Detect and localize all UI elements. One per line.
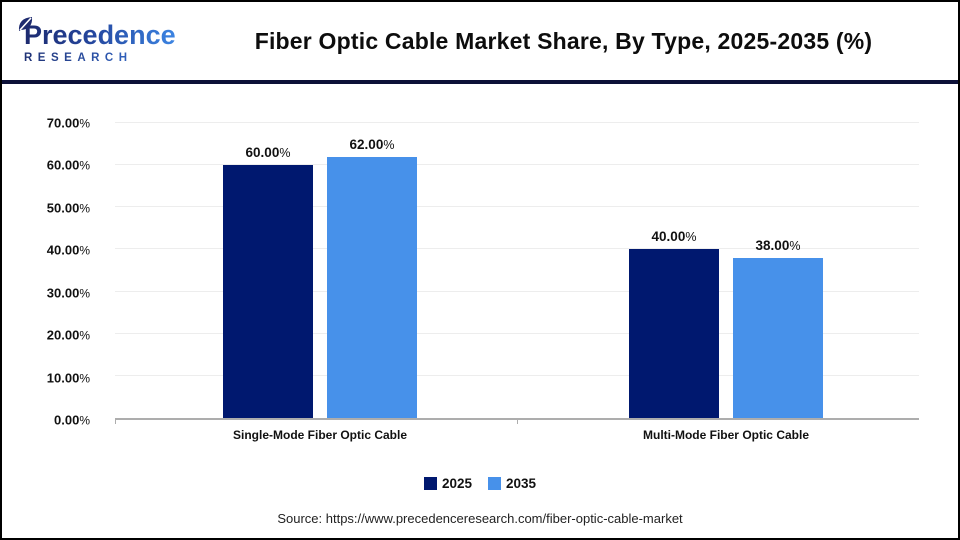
y-tick-label: 70.00% xyxy=(46,115,90,131)
gridline xyxy=(115,248,919,250)
bar-2025-1: 40.00% xyxy=(629,229,719,418)
y-tick-label: 30.00% xyxy=(46,285,90,301)
gridline xyxy=(115,332,919,334)
chart-region: 0.00% 10.00% 20.00% 30.00% 40.00% 50.00% 60.00… xyxy=(2,84,958,536)
bar-2025-0: 60.00% xyxy=(223,145,313,418)
bar-group-1: 40.00% 38.00% xyxy=(629,123,823,418)
gridline xyxy=(115,374,919,376)
gridline xyxy=(115,164,919,166)
legend-item-2035: 2035 xyxy=(488,476,536,491)
x-axis-tick xyxy=(115,418,116,424)
logo-subname: RESEARCH xyxy=(24,52,197,64)
bar-2035-1: 38.00% xyxy=(733,238,823,418)
bar-group-0: 60.00% 62.00% xyxy=(223,123,417,418)
y-axis-labels: 0.00% 10.00% 20.00% 30.00% 40.00% 50.00% 60.00… xyxy=(2,116,102,428)
y-tick-label: 20.00% xyxy=(46,327,90,343)
y-tick-label: 50.00% xyxy=(46,200,90,216)
legend-swatch-icon xyxy=(488,477,501,490)
bar-value-label: 62.00% xyxy=(349,136,395,152)
legend-item-2025: 2025 xyxy=(423,476,472,491)
bar-2035-0: 62.00% xyxy=(327,137,417,418)
bar-value-label: 60.00% xyxy=(245,145,291,161)
y-tick-label: 0.00% xyxy=(54,412,90,428)
legend: 2025 2035 xyxy=(2,476,958,491)
chart-title: Fiber Optic Cable Market Share, By Type,… xyxy=(254,27,873,54)
legend-label: 2025 xyxy=(441,476,472,491)
y-tick-label: 60.00% xyxy=(46,157,90,173)
leaf-icon xyxy=(18,16,34,37)
legend-swatch-icon xyxy=(423,477,437,490)
legend-label: 2035 xyxy=(506,476,537,491)
header: Precedence RESEARCH Fiber Optic Cable Ma… xyxy=(2,2,958,80)
header-divider xyxy=(2,80,958,84)
bar-value-label: 38.00% xyxy=(755,237,801,253)
y-tick-label: 40.00% xyxy=(46,242,90,258)
y-tick-label: 10.00% xyxy=(46,370,90,386)
category-label-0: Single-Mode Fiber Optic Cable xyxy=(232,428,408,442)
logo-name: Precedence xyxy=(24,20,176,50)
category-label-1: Multi-Mode Fiber Optic Cable xyxy=(642,428,810,442)
gridline xyxy=(115,206,919,208)
bar-value-label: 40.00% xyxy=(651,229,697,245)
plot-area: 60.00% 62.00% Single-Mode Fiber Optic Cabl… xyxy=(115,122,919,442)
source-text: Source: https://www.precedenceresearch.c… xyxy=(277,511,683,526)
gridline xyxy=(115,290,919,292)
logo: Precedence RESEARCH xyxy=(2,16,197,64)
gridline xyxy=(115,122,919,123)
x-axis-tick xyxy=(517,418,518,424)
